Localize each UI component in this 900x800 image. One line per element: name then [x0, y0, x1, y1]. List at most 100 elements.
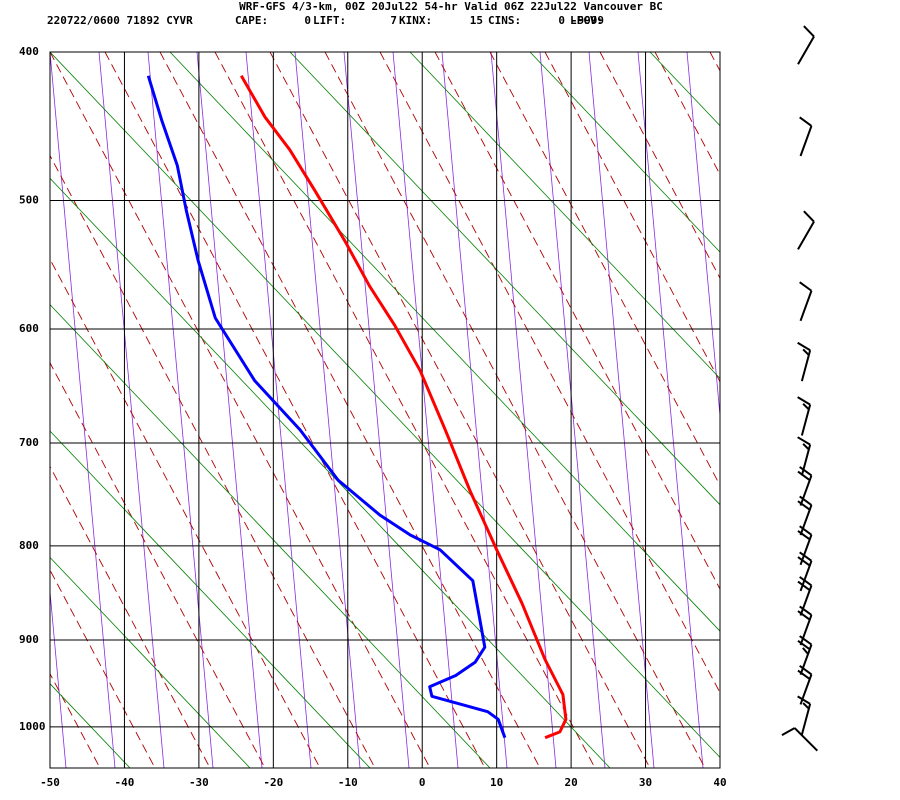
y-tick-label: 800 — [19, 539, 39, 552]
barb-staff — [800, 404, 812, 436]
background-lines — [0, 52, 900, 768]
x-tick-label: 40 — [713, 776, 726, 789]
barb-flag — [797, 580, 811, 591]
barb-staff — [797, 36, 815, 65]
reference-line — [50, 304, 491, 768]
wind-barb — [797, 25, 815, 65]
reference-line — [50, 683, 131, 768]
barb-flag — [797, 341, 811, 352]
barb-flag — [799, 495, 813, 506]
reference-line — [50, 52, 116, 768]
barb-flag — [799, 665, 813, 676]
barb-flag — [802, 443, 810, 451]
barb-flag — [797, 610, 811, 621]
stat-label: LFCV: — [570, 14, 603, 27]
reference-line — [490, 52, 557, 768]
plot-area: -50 -40 -30 -20 -10 0 10 20 30 40 400 500 600 700 800 9… — [19, 25, 819, 789]
stat-label: CINS: — [488, 14, 521, 27]
station-info: 220722/0600 71892 CYVR — [47, 14, 193, 27]
barb-flag — [803, 210, 815, 223]
reference-line — [654, 52, 720, 176]
stat-label: LIFT: — [313, 14, 346, 27]
y-tick-label: 1000 — [19, 720, 46, 733]
reference-line — [289, 52, 720, 506]
barb-flag — [799, 635, 813, 646]
y-tick-label: 700 — [19, 436, 39, 449]
barb-flag — [799, 466, 813, 477]
barb-flag — [803, 25, 815, 38]
reference-line — [50, 569, 156, 768]
reference-line — [434, 52, 720, 590]
stat-value: -9999 — [571, 14, 604, 27]
reference-line — [50, 556, 251, 768]
barb-staff — [799, 644, 813, 676]
wind-barb — [797, 341, 812, 382]
barb-staff — [800, 349, 812, 382]
wind-barb — [799, 281, 813, 322]
barb-staff — [799, 125, 813, 157]
reference-line — [50, 430, 371, 768]
reference-line — [890, 52, 900, 768]
reference-line — [269, 52, 651, 768]
reference-line — [159, 52, 541, 768]
reference-line — [294, 52, 361, 768]
wind-barb — [797, 635, 813, 676]
reference-line — [169, 52, 720, 632]
reference-line — [770, 52, 900, 768]
barb-staff — [799, 585, 813, 616]
stat-label: KINX: — [399, 14, 432, 27]
barb-flag — [797, 436, 811, 446]
barb-flag — [799, 116, 813, 127]
barb-flag — [797, 530, 811, 541]
reference-line — [50, 361, 266, 768]
reference-line — [147, 52, 214, 768]
barb-flag — [797, 556, 811, 567]
barb-flag — [802, 647, 809, 655]
profile-line — [239, 75, 568, 740]
stat-value: 0 — [304, 14, 311, 27]
barb-staff — [797, 221, 815, 250]
wind-barb — [797, 695, 812, 736]
reference-line — [98, 52, 165, 768]
reference-line — [0, 52, 45, 768]
barb-flag — [799, 281, 813, 292]
wind-barb — [797, 210, 815, 250]
reference-line — [0, 52, 10, 768]
reference-line — [50, 52, 720, 759]
reference-line — [765, 52, 900, 768]
barb-flag — [797, 695, 811, 705]
x-tick-label: 20 — [564, 776, 577, 789]
barb-flag — [797, 669, 811, 680]
x-tick-label: -50 — [40, 776, 60, 789]
x-tick-label: -30 — [189, 776, 209, 789]
x-tick-label: 10 — [490, 776, 503, 789]
barb-flag — [799, 576, 813, 587]
barb-flag — [799, 525, 813, 536]
wind-barb — [797, 495, 813, 536]
chart-title: WRF-GFS 4/3-km, 00Z 20Jul22 54-hr Valid … — [239, 0, 663, 13]
barb-flag — [799, 551, 813, 562]
wind-barb — [797, 466, 813, 506]
x-tick-label: -10 — [338, 776, 358, 789]
wind-barb — [797, 605, 813, 646]
y-tick-label: 600 — [19, 322, 39, 335]
reference-line — [0, 52, 17, 768]
reference-line — [529, 52, 720, 253]
barb-flag — [802, 702, 810, 710]
reference-line — [50, 587, 67, 768]
y-tick-label: 900 — [19, 633, 39, 646]
reference-line — [649, 52, 720, 127]
barb-flag — [802, 348, 810, 356]
stat-value: 0 — [558, 14, 565, 27]
barb-flag — [797, 639, 811, 651]
reference-line — [599, 52, 720, 280]
barb-flag — [797, 470, 811, 481]
reference-line — [588, 52, 655, 768]
stat-value: 7 — [390, 14, 397, 27]
barb-staff — [799, 475, 813, 506]
reference-line — [50, 52, 431, 768]
reference-line — [392, 52, 459, 768]
wind-barb — [781, 727, 819, 752]
reference-line — [324, 52, 706, 768]
